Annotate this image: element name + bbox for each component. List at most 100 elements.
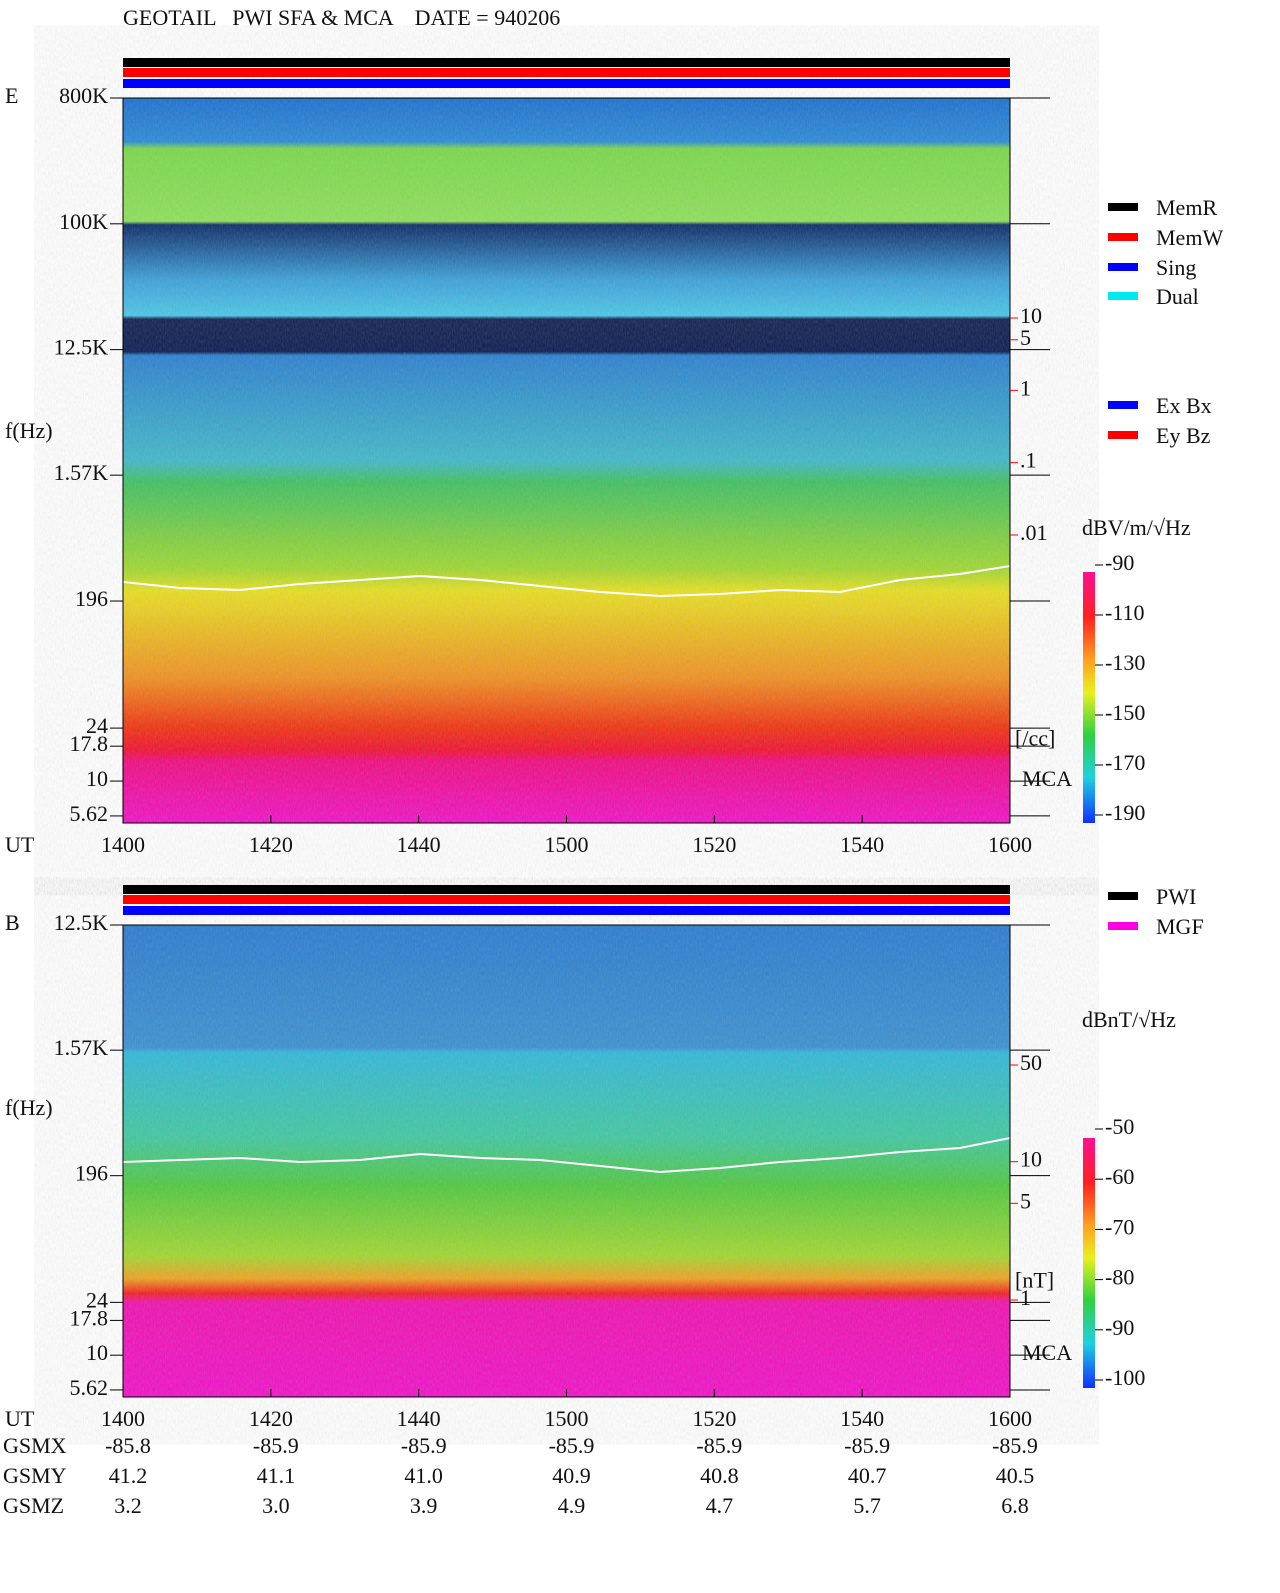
colorbar-tick-label: -90 — [1105, 1315, 1134, 1340]
y-axis-label: f(Hz) — [5, 1095, 53, 1120]
colorbar — [1083, 1138, 1095, 1388]
memr-bar — [123, 58, 1010, 67]
colorbar-tick-label: -70 — [1105, 1214, 1134, 1239]
ephemeris-value: 40.9 — [552, 1463, 591, 1488]
y-tick-label: 5.62 — [70, 1375, 109, 1400]
legend-swatch — [1108, 401, 1138, 409]
y2-tick-label: .1 — [1020, 448, 1037, 473]
x-tick-label: 1440 — [397, 832, 441, 857]
y-tick-label: 17.8 — [70, 731, 109, 756]
y-tick-label: 100K — [59, 209, 108, 234]
ephemeris-value: 3.0 — [262, 1493, 290, 1518]
y2-tick-label: 10 — [1020, 1147, 1042, 1172]
ephemeris-value: 5.7 — [853, 1493, 881, 1518]
x-tick-label: 1500 — [545, 832, 589, 857]
legend-label: Dual — [1156, 284, 1199, 309]
x-tick-label: 1600 — [988, 1406, 1032, 1431]
legend-label: Ey Bz — [1156, 423, 1211, 448]
noise — [123, 98, 1010, 823]
legend-swatch — [1108, 203, 1138, 211]
legend-swatch — [1108, 892, 1138, 900]
x-tick-label: 1600 — [988, 832, 1032, 857]
legend-label: MemW — [1156, 225, 1223, 250]
ephemeris-value: -85.9 — [549, 1433, 595, 1458]
x-tick-label: 1500 — [545, 1406, 589, 1431]
legend-swatch — [1108, 922, 1138, 930]
colorbar-label: dBnT/√Hz — [1082, 1007, 1176, 1032]
ephemeris-value: -85.9 — [401, 1433, 447, 1458]
panel-label: B — [5, 910, 20, 935]
y2-tick-label: 10 — [1020, 303, 1042, 328]
ephemeris-value: 40.8 — [700, 1463, 739, 1488]
bar — [123, 895, 1010, 904]
y-tick-label: 800K — [59, 83, 108, 108]
ephemeris-value: -85.9 — [992, 1433, 1038, 1458]
colorbar — [1083, 572, 1095, 823]
legend-swatch — [1108, 292, 1138, 300]
y-tick-label: 5.62 — [70, 801, 109, 826]
colorbar-tick-label: -90 — [1105, 550, 1134, 575]
plasma-line — [122, 1137, 1011, 1174]
ephemeris-value: -85.8 — [105, 1433, 151, 1458]
legend-label: Ex Bx — [1156, 393, 1212, 418]
y-tick-label: 24 — [86, 713, 108, 738]
memw-bar — [123, 68, 1010, 77]
spectrogram-images — [122, 98, 1011, 1397]
colorbar-label: dBV/m/√Hz — [1082, 515, 1191, 540]
ephemeris-value: 40.7 — [848, 1463, 887, 1488]
title: GEOTAIL PWI SFA & MCA DATE = 940206 — [123, 5, 560, 30]
y-tick-label: 10 — [86, 766, 108, 791]
legend-label: MemR — [1156, 195, 1217, 220]
noise — [123, 925, 1010, 1397]
x-tick-label: 1540 — [840, 1406, 884, 1431]
ephemeris-value: 40.5 — [996, 1463, 1035, 1488]
y-tick-label: 10 — [86, 1340, 108, 1365]
colorbar-tick-label: -110 — [1105, 600, 1145, 625]
plasma-line — [122, 565, 1011, 598]
colorbar-tick-label: -60 — [1105, 1164, 1134, 1189]
colorbar-tick-label: -130 — [1105, 650, 1145, 675]
y-tick-label: 12.5K — [54, 910, 109, 935]
y2-axis-label: [/cc] — [1015, 725, 1055, 750]
mca-label: MCA — [1022, 766, 1072, 791]
y-tick-label: 196 — [75, 586, 108, 611]
y-tick-label: 12.5K — [54, 335, 109, 360]
legend-swatch — [1108, 431, 1138, 439]
x-tick-label: 1440 — [397, 1406, 441, 1431]
ephemeris-name: GSMZ — [3, 1493, 64, 1518]
y-axis-label: f(Hz) — [5, 418, 53, 443]
pwi-bar — [123, 885, 1010, 894]
panel-label: E — [5, 83, 18, 108]
ephemeris-value: -85.9 — [844, 1433, 890, 1458]
y2-tick-label: .01 — [1020, 520, 1048, 545]
legend-label: MGF — [1156, 914, 1204, 939]
ephemeris-value: -85.9 — [696, 1433, 742, 1458]
status-bars — [123, 58, 1010, 915]
ephemeris-value: 4.7 — [706, 1493, 734, 1518]
mca-label: MCA — [1022, 1340, 1072, 1365]
colorbar-tick-label: -80 — [1105, 1265, 1134, 1290]
sing-bar — [123, 79, 1010, 88]
ephemeris-value: 41.1 — [257, 1463, 296, 1488]
y2-axis-label: [nT] — [1015, 1268, 1054, 1293]
colorbar-tick-label: -150 — [1105, 700, 1145, 725]
ephemeris-value: 3.2 — [114, 1493, 142, 1518]
legend-label: PWI — [1156, 884, 1196, 909]
ephemeris-value: 6.8 — [1001, 1493, 1029, 1518]
x-axis-label: UT — [5, 832, 35, 857]
y-tick-label: 1.57K — [54, 460, 109, 485]
y2-tick-label: 5 — [1020, 325, 1031, 350]
bar — [123, 906, 1010, 915]
ephemeris-name: GSMY — [3, 1463, 67, 1488]
colorbar-tick-label: -170 — [1105, 750, 1145, 775]
x-tick-label: 1420 — [249, 1406, 293, 1431]
y-tick-label: 1.57K — [54, 1035, 109, 1060]
y2-tick-label: 50 — [1020, 1050, 1042, 1075]
legend-label: Sing — [1156, 255, 1196, 280]
legend-swatch — [1108, 263, 1138, 271]
y-tick-label: 17.8 — [70, 1305, 109, 1330]
colorbar-tick-label: -100 — [1105, 1365, 1145, 1390]
x-tick-label: 1400 — [101, 1406, 145, 1431]
x-tick-label: 1520 — [692, 832, 736, 857]
